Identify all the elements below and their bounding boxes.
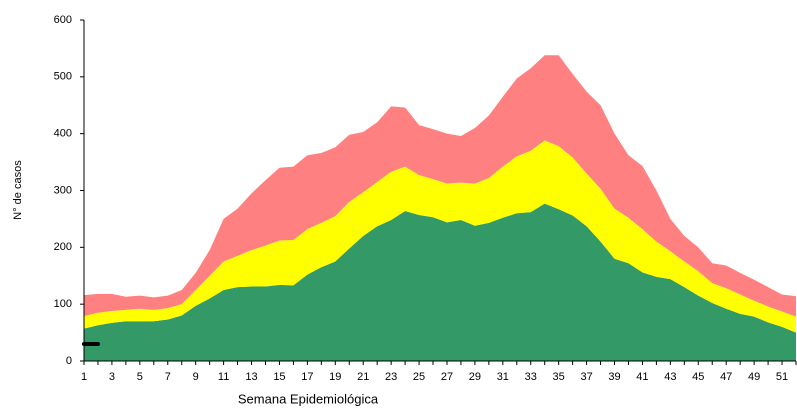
x-tick-label: 29 (469, 371, 481, 383)
y-tick-label: 100 (54, 298, 72, 310)
x-tick-label: 47 (720, 371, 732, 383)
y-tick-label: 500 (54, 71, 72, 83)
y-tick-label: 0 (66, 355, 72, 367)
y-tick-label: 400 (54, 128, 72, 140)
x-tick-label: 31 (497, 371, 509, 383)
y-tick-label: 200 (54, 241, 72, 253)
area (84, 55, 796, 317)
x-tick-label: 33 (525, 371, 537, 383)
x-tick-label: 7 (165, 371, 171, 383)
x-tick-label: 13 (245, 371, 257, 383)
x-tick-label: 9 (193, 371, 199, 383)
y-tick-label: 300 (54, 184, 72, 196)
area (84, 140, 796, 333)
x-axis-title: Semana Epidemiológica (238, 391, 379, 406)
x-tick-label: 11 (218, 371, 229, 383)
x-tick-label: 19 (329, 371, 341, 383)
x-tick-label: 21 (357, 371, 369, 383)
x-tick-label: 17 (301, 371, 313, 383)
x-tick-label: 5 (137, 371, 143, 383)
x-tick-label: 39 (608, 371, 620, 383)
x-tick-label: 3 (109, 371, 115, 383)
x-tick-label: 41 (636, 371, 648, 383)
x-tick-label: 43 (664, 371, 676, 383)
x-tick-label: 45 (692, 371, 704, 383)
x-tick-label: 37 (580, 371, 592, 383)
x-tick-label: 25 (413, 371, 425, 383)
x-tick-label: 49 (748, 371, 760, 383)
x-tick-label: 15 (273, 371, 285, 383)
area (84, 203, 796, 361)
x-tick-label: 51 (776, 371, 788, 383)
y-axis-title: N° de casos (12, 160, 24, 220)
x-tick-label: 35 (553, 371, 565, 383)
x-tick-label: 1 (81, 371, 87, 383)
y-tick-label: 600 (54, 14, 72, 26)
x-tick-label: 27 (441, 371, 453, 383)
x-tick-label: 23 (385, 371, 397, 383)
